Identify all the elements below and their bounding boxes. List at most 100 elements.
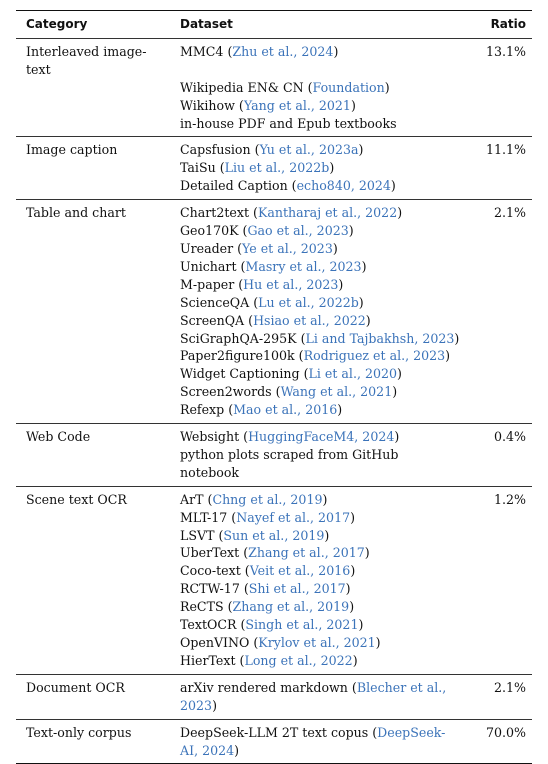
citation-close-paren: ) bbox=[332, 240, 338, 256]
citation-link[interactable]: Zhang et al., 2019 bbox=[232, 599, 350, 615]
dataset-cell: in-house PDF and Epub textbooks bbox=[170, 115, 466, 137]
dataset-cell: MLT-17 (Nayef et al., 2017) bbox=[170, 509, 466, 527]
citation-link[interactable]: Singh et al., 2021 bbox=[245, 617, 359, 633]
dataset-name: Paper2figure100k ( bbox=[180, 348, 304, 364]
citation-link[interactable]: Foundation bbox=[312, 79, 385, 95]
table-row: Refexp (Mao et al., 2016) bbox=[16, 401, 532, 423]
ratio-cell bbox=[466, 527, 532, 545]
table-row: TaiSu (Liu et al., 2022b) bbox=[16, 159, 532, 177]
table-row: ScreenQA (Hsiao et al., 2022) bbox=[16, 312, 532, 330]
dataset-name: Chart2text ( bbox=[180, 205, 258, 221]
dataset-name: MLT-17 ( bbox=[180, 509, 237, 525]
citation-link[interactable]: Chng et al., 2019 bbox=[212, 491, 323, 507]
citation-link[interactable]: Lu et al., 2022b bbox=[258, 294, 359, 310]
dataset-name: DeepSeek-LLM 2T text copus ( bbox=[180, 724, 378, 740]
citation-link[interactable]: Krylov et al., 2021 bbox=[258, 635, 376, 650]
dataset-cell: LSVT (Sun et al., 2019) bbox=[170, 527, 466, 545]
ratio-cell: 2.1% bbox=[466, 673, 532, 720]
citation-link[interactable]: Hsiao et al., 2022 bbox=[253, 312, 366, 328]
ratio-cell bbox=[466, 240, 532, 258]
dataset-name: UberText ( bbox=[180, 545, 249, 561]
citation-close-paren: ) bbox=[364, 545, 370, 561]
dataset-name: Refexp ( bbox=[180, 402, 234, 418]
citation-close-paren: ) bbox=[352, 652, 358, 668]
dataset-cell: TaiSu (Liu et al., 2022b) bbox=[170, 159, 466, 177]
dataset-name: Wikipedia EN& CN ( bbox=[180, 79, 313, 95]
table-row: Paper2figure100k (Rodriguez et al., 2023… bbox=[16, 347, 532, 365]
table-row: UberText (Zhang et al., 2017) bbox=[16, 544, 532, 562]
citation-close-paren: ) bbox=[392, 384, 398, 400]
dataset-name: Screen2words ( bbox=[180, 384, 281, 400]
category-cell: Scene text OCR bbox=[16, 485, 170, 509]
dataset-name: ArT ( bbox=[180, 491, 213, 507]
citation-link[interactable]: Veit et al., 2016 bbox=[249, 563, 351, 579]
citation-link[interactable]: echo840, 2024 bbox=[296, 178, 391, 194]
citation-close-paren: ) bbox=[350, 509, 356, 525]
citation-close-paren: ) bbox=[338, 276, 344, 292]
dataset-cell: Wikipedia EN& CN (Foundation) bbox=[170, 79, 466, 97]
citation-link[interactable]: Long et al., 2022 bbox=[244, 652, 353, 668]
table-header-row: Category Dataset Ratio bbox=[16, 10, 532, 39]
citation-link[interactable]: Li and Tajbakhsh, 2023 bbox=[305, 330, 455, 346]
citation-link[interactable]: Nayef et al., 2017 bbox=[236, 509, 351, 525]
citation-link[interactable]: Zhu et al., 2024 bbox=[232, 43, 334, 59]
citation-link[interactable]: Yu et al., 2023a bbox=[259, 142, 359, 158]
category-cell bbox=[16, 365, 170, 383]
citation-link[interactable]: Sun et al., 2019 bbox=[223, 527, 325, 543]
citation-link[interactable]: Hu et al., 2023 bbox=[243, 276, 339, 292]
citation-link[interactable]: Gao et al., 2023 bbox=[247, 223, 349, 239]
table-row: python plots scraped from GitHub noteboo… bbox=[16, 446, 532, 486]
dataset-name: Widget Captioning ( bbox=[180, 366, 309, 382]
citation-close-paren: ) bbox=[234, 742, 240, 758]
citation-link[interactable]: Kantharaj et al., 2022 bbox=[257, 205, 398, 221]
ratio-cell bbox=[466, 616, 532, 634]
dataset-cell: RCTW-17 (Shi et al., 2017) bbox=[170, 580, 466, 598]
dataset-name: MMC4 ( bbox=[180, 43, 233, 59]
dataset-cell: OpenVINO (Krylov et al., 2021) bbox=[170, 634, 466, 652]
table-row: Text-only corpus DeepSeek-LLM 2T text cop… bbox=[16, 718, 532, 764]
citation-link[interactable]: Liu et al., 2022b bbox=[224, 160, 330, 176]
dataset-cell: python plots scraped from GitHub noteboo… bbox=[170, 446, 466, 486]
citation-close-paren: ) bbox=[394, 429, 400, 445]
table-row: Image caption Capsfusion (Yu et al., 2023… bbox=[16, 136, 532, 160]
dataset-cell: Capsfusion (Yu et al., 2023a) bbox=[170, 136, 466, 160]
table-row: Widget Captioning (Li et al., 2020) bbox=[16, 365, 532, 383]
citation-close-paren: ) bbox=[337, 402, 343, 418]
category-cell bbox=[16, 115, 170, 137]
dataset-header: Dataset bbox=[170, 10, 466, 39]
citation-close-paren: ) bbox=[322, 491, 328, 507]
citation-close-paren: ) bbox=[349, 599, 355, 615]
citation-link[interactable]: Masry et al., 2023 bbox=[245, 258, 362, 274]
dataset-name: RCTW-17 ( bbox=[180, 581, 249, 597]
dataset-name: ReCTS ( bbox=[180, 599, 233, 615]
citation-link[interactable]: Rodriguez et al., 2023 bbox=[303, 348, 446, 364]
ratio-cell: 2.1% bbox=[466, 199, 532, 223]
category-cell bbox=[16, 258, 170, 276]
category-cell bbox=[16, 177, 170, 199]
citation-link[interactable]: Wang et al., 2021 bbox=[280, 384, 393, 400]
table-row: ScienceQA (Lu et al., 2022b) bbox=[16, 294, 532, 312]
ratio-cell: 0.4% bbox=[466, 423, 532, 446]
citation-link[interactable]: Shi et al., 2017 bbox=[248, 581, 346, 597]
dataset-table-container: Category Dataset Ratio Interleaved image… bbox=[16, 10, 532, 764]
ratio-cell bbox=[466, 401, 532, 423]
citation-close-paren: ) bbox=[358, 142, 364, 158]
ratio-cell bbox=[466, 222, 532, 240]
category-cell bbox=[16, 580, 170, 598]
citation-close-paren: ) bbox=[390, 178, 396, 194]
citation-link[interactable]: Yang et al., 2021 bbox=[243, 97, 351, 113]
citation-link[interactable]: Zhang et al., 2017 bbox=[248, 545, 365, 561]
ratio-cell bbox=[466, 312, 532, 330]
category-cell bbox=[16, 383, 170, 401]
ratio-cell bbox=[466, 177, 532, 199]
dataset-name: Geo170K ( bbox=[180, 223, 248, 239]
citation-link[interactable]: Ye et al., 2023 bbox=[242, 240, 333, 256]
citation-link[interactable]: HuggingFaceM4, 2024 bbox=[248, 429, 395, 445]
category-cell: Interleaved image-text bbox=[26, 43, 147, 77]
ratio-cell bbox=[466, 97, 532, 115]
citation-link[interactable]: Li et al., 2020 bbox=[308, 366, 398, 382]
citation-link[interactable]: Mao et al., 2016 bbox=[233, 402, 338, 418]
citation-close-paren: ) bbox=[350, 97, 356, 113]
citation-close-paren: ) bbox=[324, 527, 330, 543]
category-cell: Document OCR bbox=[16, 673, 170, 720]
